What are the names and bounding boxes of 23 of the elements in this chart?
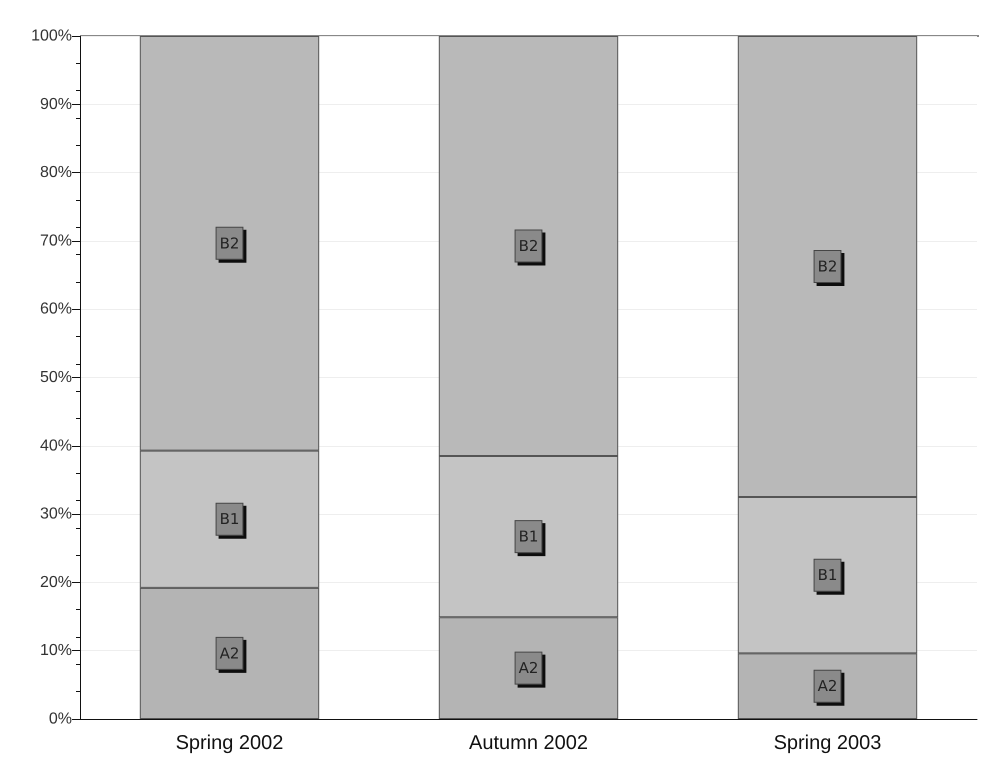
y-tick-label: 90%	[40, 96, 72, 113]
y-tick-label: 40%	[40, 437, 72, 454]
text: A2	[220, 644, 240, 662]
text: B1	[518, 528, 538, 546]
y-tick-label: 80%	[40, 164, 72, 182]
x-tick-label: Spring 2003	[774, 732, 882, 754]
y-tick-label: 60%	[40, 300, 72, 318]
text: B2	[818, 258, 838, 276]
text: B2	[518, 237, 538, 256]
y-tick-label: 0%	[48, 710, 72, 728]
y-tick-label: 70%	[40, 232, 72, 250]
series-label: A2	[818, 677, 838, 696]
series-label: B1	[220, 510, 240, 528]
y-tick-label: 50%	[40, 369, 72, 386]
series-label: B2	[220, 234, 240, 252]
text: A2	[518, 659, 538, 678]
y-tick-label: 20%	[40, 574, 72, 591]
text: B1	[818, 566, 838, 584]
x-tick-label: Spring 2002	[176, 732, 284, 754]
x-tick-label: Autumn 2002	[469, 732, 588, 754]
y-tick-label: 10%	[40, 642, 72, 660]
y-tick-label: 100%	[31, 28, 72, 44]
y-tick-label: 30%	[40, 506, 72, 523]
